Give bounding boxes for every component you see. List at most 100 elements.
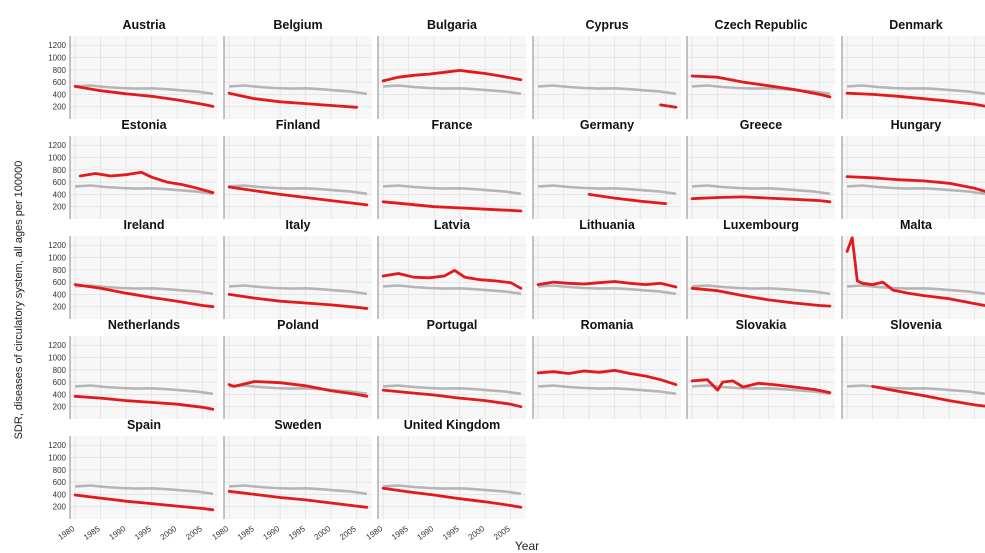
panel-finland: Finland [223,118,372,219]
panel-title: Belgium [273,18,322,32]
panel-lithuania: Lithuania [532,218,681,319]
panel-title: Slovakia [736,318,788,332]
reference-line [75,484,214,496]
panel-background [842,36,985,119]
panel-title: Romania [581,318,635,332]
reference-line [692,284,831,296]
y-tick-label: 1000 [48,254,66,263]
reference-line [383,84,522,96]
y-tick-label: 200 [53,203,67,212]
x-tick-label: 1985 [390,524,410,542]
x-tick-label: 2005 [492,524,512,542]
series-line-poland [227,380,369,398]
y-tick-label: 800 [53,266,67,275]
panel-italy: Italy [223,218,372,319]
panel-france: France [377,118,526,219]
panel-latvia: Latvia [377,218,526,319]
y-tick-label: 800 [53,166,67,175]
series-line-czech-republic [690,74,832,99]
panel-background [70,436,218,519]
x-tick-label: 2005 [184,524,204,542]
series-line-belgium [227,91,359,109]
x-tick-label: 2000 [467,524,487,542]
y-tick-label: 1200 [48,341,66,350]
series-line-lithuania [536,280,678,289]
series-line-latvia [381,269,523,290]
panel-title: Spain [127,418,161,432]
panel-title: Poland [277,318,319,332]
panel-title: Denmark [889,18,943,32]
panel-title: France [432,118,473,132]
reference-line [229,384,368,396]
panel-title: Czech Republic [714,18,807,32]
reference-line [75,384,214,396]
series-line-luxembourg [690,286,832,308]
y-tick-label: 200 [53,103,67,112]
reference-line [383,184,522,196]
reference-line [847,84,985,96]
reference-line [847,284,985,296]
panel-background [533,36,681,119]
panel-title: Bulgaria [427,18,478,32]
panel-background [70,36,218,119]
x-tick-label: 1990 [262,524,282,542]
panel-background [842,336,985,419]
series-line-denmark [845,91,985,108]
panel-title: Cyprus [585,18,628,32]
x-tick-label: 1995 [287,524,307,542]
series-line-sweden [227,489,369,509]
reference-line [383,484,522,496]
series-line-france [381,200,523,213]
y-axis-label: SDR, diseases of circulatory system, all… [13,161,25,440]
reference-line [229,484,368,496]
panel-background [70,136,218,219]
x-tick-label: 1980 [365,524,385,542]
reference-line [538,84,677,96]
panel-poland: Poland [223,318,372,419]
panel-estonia: Estonia 200 400 600 800 1000 1200 [48,118,218,219]
panel-background [842,236,985,319]
panel-malta: Malta [841,218,985,319]
reference-line [229,84,368,96]
reference-line [75,84,214,96]
x-tick-label: 1985 [82,524,102,542]
panel-slovenia: Slovenia [841,318,985,419]
panel-title: Slovenia [890,318,942,332]
panel-background [224,336,372,419]
panel-title: Lithuania [579,218,636,232]
reference-line [847,384,985,396]
panel-title: Estonia [121,118,167,132]
panel-background [687,336,835,419]
panel-background [378,336,526,419]
y-tick-label: 600 [53,378,67,387]
y-tick-label: 1200 [48,241,66,250]
panel-background [378,236,526,319]
panel-title: Finland [276,118,320,132]
panel-slovakia: Slovakia [686,318,835,419]
y-tick-label: 400 [53,90,67,99]
panel-background [378,136,526,219]
panel-cyprus: Cyprus [532,18,681,119]
reference-line [383,284,522,296]
y-tick-label: 1000 [48,454,66,463]
panel-germany: Germany [532,118,681,219]
y-tick-label: 600 [53,478,67,487]
series-line-hungary [845,175,985,193]
reference-line [229,284,368,296]
y-tick-label: 800 [53,466,67,475]
series-line-ireland [73,283,215,309]
x-tick-label: 1980 [211,524,231,542]
panel-czech-republic: Czech Republic [686,18,835,119]
reference-line [847,184,985,196]
series-line-cyprus [659,103,678,109]
y-tick-label: 600 [53,178,67,187]
reference-line [229,184,368,196]
panel-united-kingdom: United Kingdom 1980 1985 1990 1995 2000 2005 [365,418,526,542]
x-tick-label: 2000 [313,524,333,542]
y-tick-label: 400 [53,190,67,199]
panel-ireland: Ireland 200 400 600 800 1000 1200 [48,218,218,319]
panel-background [533,236,681,319]
y-tick-label: 1000 [48,354,66,363]
x-tick-label: 1980 [57,524,77,542]
